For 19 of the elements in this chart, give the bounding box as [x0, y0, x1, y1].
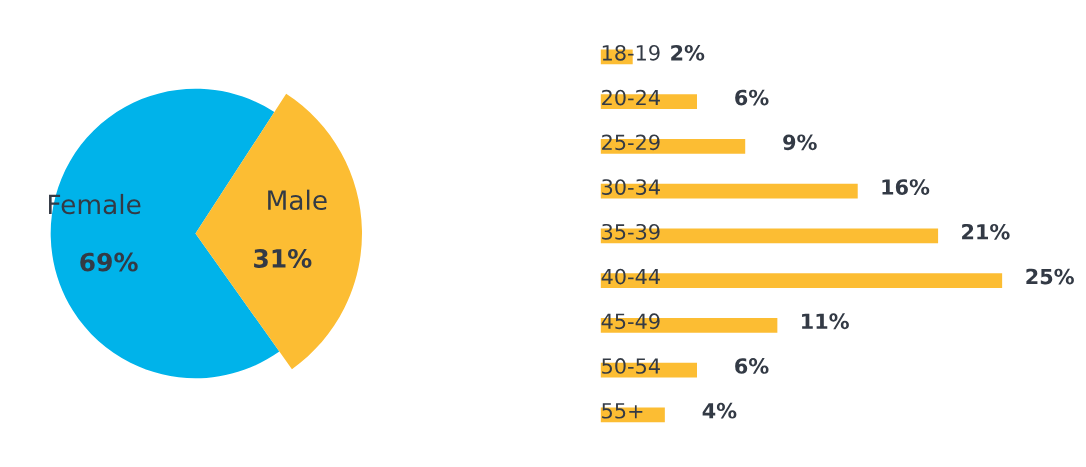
- data-label: 6%: [735, 358, 769, 374]
- data-label: 6%: [735, 89, 769, 106]
- y-tick-label: 25-29: [602, 134, 660, 151]
- data-label: 21%: [962, 223, 1010, 240]
- y-tick-label: 18-19: [602, 44, 660, 61]
- y-tick-label: 20-24: [602, 89, 660, 106]
- data-label: 4%: [702, 402, 737, 419]
- data-label: 69%: [80, 252, 138, 272]
- data-label: 16%: [882, 179, 930, 195]
- data-label: 25%: [1026, 268, 1074, 285]
- data-label: 9%: [783, 134, 817, 151]
- slice-label: Male: [268, 189, 327, 211]
- y-tick-label: 45-49: [601, 313, 660, 330]
- y-tick-label: 40-44: [601, 268, 660, 285]
- data-label: 2%: [671, 44, 705, 61]
- data-label: 31%: [254, 248, 312, 268]
- y-tick-label: 35-39: [602, 223, 660, 240]
- y-tick-label: 55+: [602, 403, 643, 419]
- data-label: 11%: [802, 313, 849, 330]
